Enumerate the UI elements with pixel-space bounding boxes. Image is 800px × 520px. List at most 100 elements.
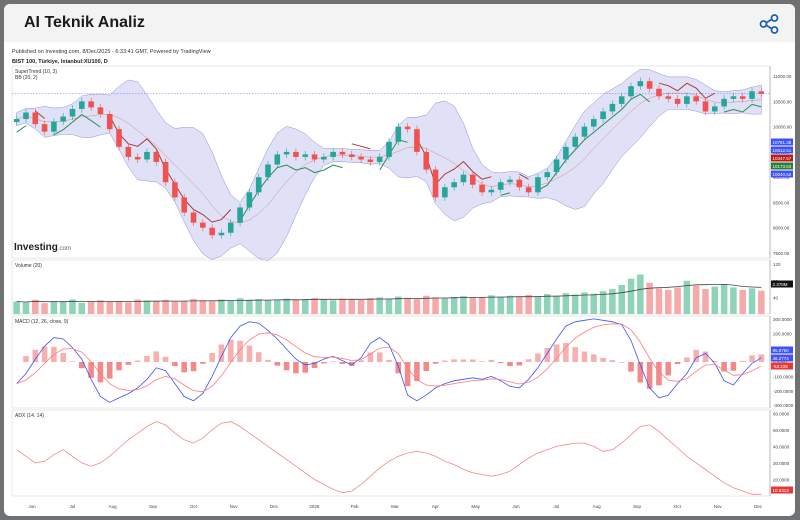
macd-histogram-bar <box>209 353 215 362</box>
supertrend-line <box>53 113 101 136</box>
candle <box>730 96 737 99</box>
macd-histogram-bar <box>79 362 85 369</box>
candle <box>79 101 85 109</box>
x-tick-label: Dec <box>754 504 763 509</box>
volume-bar <box>115 301 123 314</box>
candle <box>274 154 281 165</box>
price-tag: 10173.63 <box>773 164 792 169</box>
candle <box>283 151 290 155</box>
volume-bar <box>87 301 95 314</box>
macd-histogram-bar <box>535 353 541 362</box>
candle <box>469 174 476 185</box>
candle <box>395 126 402 142</box>
volume-tag: 2.378M <box>773 282 788 287</box>
volume-bar <box>609 289 616 314</box>
macd-histogram-bar <box>674 362 681 365</box>
volume-bar <box>432 297 439 314</box>
macd-histogram-bar <box>684 357 690 362</box>
x-tick-label: Mar <box>391 504 399 509</box>
price-tag: 10612.51 <box>773 148 792 153</box>
volume-legend: Volume (20) <box>15 263 42 269</box>
adx-tick-label: 40.0000 <box>773 444 790 449</box>
macd-histogram-bar <box>88 362 94 378</box>
macd-tag-bg <box>771 354 793 362</box>
supertrend-line <box>109 115 232 223</box>
candle <box>106 114 113 130</box>
candle <box>553 159 560 173</box>
volume-bar <box>758 290 765 314</box>
candle <box>116 129 122 147</box>
candle <box>218 232 225 236</box>
candle <box>255 177 262 193</box>
macd-histogram-bar <box>414 362 420 382</box>
volume-bar <box>208 301 216 314</box>
macd-panel: 300.0000200.0000100.00000.0000-100.0000-… <box>11 315 794 409</box>
adx-legend: ADX (14, 14) <box>15 413 44 419</box>
candle <box>321 156 327 160</box>
supertrend-line <box>723 103 762 113</box>
volume-bar <box>236 298 244 314</box>
macd-histogram-bar <box>460 359 467 362</box>
macd-histogram-bar <box>237 340 243 362</box>
volume-tick-label: 120 <box>773 262 781 267</box>
chart-area: Published on Investing.com, 8/Dec/2025 -… <box>4 44 795 516</box>
x-tick-label: 2025 <box>309 504 320 509</box>
macd-histogram-bar <box>293 362 299 374</box>
volume-bar <box>376 297 383 314</box>
macd-histogram-bar <box>172 362 178 367</box>
macd-histogram-bar <box>656 362 662 386</box>
volume-bar <box>153 301 160 314</box>
macd-histogram-bar <box>702 351 709 362</box>
candle <box>246 192 253 208</box>
candle <box>358 156 364 160</box>
candle <box>32 112 39 125</box>
candle <box>628 86 634 97</box>
volume-bar <box>730 287 737 314</box>
price-tag-bg <box>771 146 793 154</box>
macd-histogram-bar <box>386 359 392 362</box>
candle <box>339 151 346 155</box>
volume-bar <box>711 286 719 314</box>
macd-histogram-bar <box>544 348 551 362</box>
x-tick-label: Dec <box>270 504 279 509</box>
candle <box>535 177 541 193</box>
price-legend: BB (20, 2) <box>15 75 38 81</box>
volume-bar <box>469 297 477 314</box>
macd-histogram-bar <box>246 345 253 362</box>
macd-histogram-bar <box>330 361 336 362</box>
volume-bar <box>571 294 579 314</box>
supertrend-line <box>379 139 408 171</box>
adx-tag-bg <box>771 486 793 494</box>
candle <box>693 96 699 102</box>
volume-panel: 1208040Volume (20)2.378M <box>11 259 793 315</box>
candle <box>432 169 439 198</box>
price-tick-label: 11000.00 <box>773 74 792 79</box>
x-tick-label: Jun <box>28 504 36 509</box>
macd-histogram-bar <box>227 339 234 362</box>
volume-bar <box>311 298 318 314</box>
macd-histogram-bar <box>218 344 225 362</box>
candle <box>525 187 532 193</box>
volume-bar <box>637 274 644 314</box>
share-button[interactable] <box>758 13 780 35</box>
candle <box>572 136 578 147</box>
macd-histogram-bar <box>153 351 160 362</box>
signal-line <box>16 323 762 393</box>
volume-bar <box>246 299 253 314</box>
candle <box>311 154 318 160</box>
adx-tick-label: 20.0000 <box>773 477 790 482</box>
macd-histogram-bar <box>358 360 364 362</box>
volume-bar <box>162 299 169 314</box>
x-tick-label: Nov <box>714 504 723 509</box>
candle <box>302 154 309 157</box>
macd-histogram-bar <box>553 344 560 362</box>
candle <box>702 101 709 112</box>
volume-bar <box>534 296 542 314</box>
candle <box>134 156 141 160</box>
candle <box>265 164 271 178</box>
volume-bar <box>320 299 328 314</box>
candle <box>88 101 94 108</box>
macd-histogram-bar <box>302 362 309 373</box>
volume-bar <box>543 294 551 314</box>
x-tick-label: Oct <box>674 504 682 509</box>
